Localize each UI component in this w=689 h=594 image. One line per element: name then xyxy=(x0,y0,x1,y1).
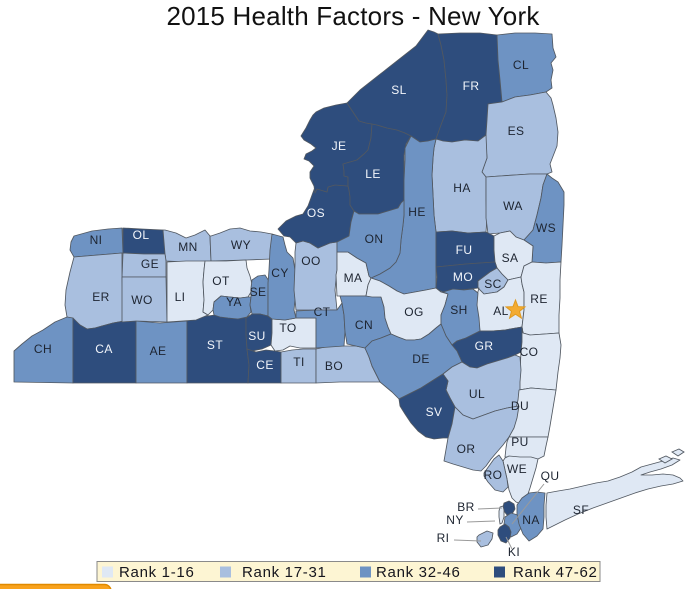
svg-text:RE: RE xyxy=(530,292,547,306)
svg-text:CY: CY xyxy=(271,266,288,280)
svg-text:DE: DE xyxy=(412,352,429,366)
svg-text:CN: CN xyxy=(355,318,373,332)
svg-text:ES: ES xyxy=(508,124,525,138)
svg-text:NI: NI xyxy=(90,233,103,247)
svg-text:CT: CT xyxy=(314,305,331,319)
svg-text:DU: DU xyxy=(511,399,529,413)
svg-text:CL: CL xyxy=(513,58,529,72)
svg-text:OT: OT xyxy=(212,274,230,288)
svg-text:Rank 17-31: Rank 17-31 xyxy=(242,564,327,581)
svg-text:GE: GE xyxy=(141,257,159,271)
svg-text:NA: NA xyxy=(522,513,539,527)
svg-text:WS: WS xyxy=(536,221,556,235)
svg-text:SU: SU xyxy=(248,329,265,343)
svg-text:WE: WE xyxy=(507,462,527,476)
svg-text:LI: LI xyxy=(175,290,186,304)
svg-text:HE: HE xyxy=(408,205,425,219)
svg-text:ER: ER xyxy=(92,290,109,304)
svg-text:SH: SH xyxy=(450,303,467,317)
svg-text:CA: CA xyxy=(95,342,112,356)
svg-text:JE: JE xyxy=(332,139,347,153)
svg-text:WO: WO xyxy=(131,293,152,307)
svg-text:HA: HA xyxy=(453,181,470,195)
svg-text:Rank 1-16: Rank 1-16 xyxy=(119,564,195,581)
svg-text:KI: KI xyxy=(508,545,520,559)
svg-text:TI: TI xyxy=(293,355,304,369)
svg-text:BR: BR xyxy=(457,500,474,514)
svg-text:Rank 32-46: Rank 32-46 xyxy=(376,564,461,581)
svg-text:CE: CE xyxy=(256,358,273,372)
svg-text:TO: TO xyxy=(279,321,296,335)
svg-text:OR: OR xyxy=(457,442,476,456)
svg-text:LE: LE xyxy=(365,167,380,181)
svg-text:CH: CH xyxy=(34,342,52,356)
svg-text:WY: WY xyxy=(231,238,251,252)
svg-text:NY: NY xyxy=(446,513,463,527)
svg-text:ST: ST xyxy=(207,338,223,352)
svg-text:RO: RO xyxy=(484,468,503,482)
svg-text:OL: OL xyxy=(133,228,150,242)
svg-text:SV: SV xyxy=(426,405,443,419)
svg-text:MO: MO xyxy=(453,270,473,284)
svg-text:UL: UL xyxy=(469,387,485,401)
svg-text:ON: ON xyxy=(365,232,384,246)
svg-text:WA: WA xyxy=(503,199,523,213)
svg-text:FR: FR xyxy=(463,79,480,93)
svg-text:PU: PU xyxy=(511,435,528,449)
svg-text:AL: AL xyxy=(493,304,508,318)
svg-text:RI: RI xyxy=(437,531,450,545)
svg-text:SF: SF xyxy=(573,503,589,517)
svg-text:YA: YA xyxy=(226,295,242,309)
svg-text:2015 Health Factors - New York: 2015 Health Factors - New York xyxy=(166,1,540,31)
svg-text:OG: OG xyxy=(404,305,423,319)
svg-text:FU: FU xyxy=(456,243,473,257)
svg-text:SC: SC xyxy=(484,277,501,291)
svg-text:BO: BO xyxy=(325,359,343,373)
svg-text:AE: AE xyxy=(150,344,167,358)
svg-text:SL: SL xyxy=(391,83,406,97)
svg-text:OO: OO xyxy=(301,254,320,268)
svg-text:SA: SA xyxy=(502,251,519,265)
svg-text:GR: GR xyxy=(475,339,494,353)
svg-text:SE: SE xyxy=(250,285,267,299)
svg-text:CO: CO xyxy=(520,345,539,359)
svg-text:MA: MA xyxy=(344,271,363,285)
svg-text:Rank 47-62: Rank 47-62 xyxy=(513,564,598,581)
svg-text:OS: OS xyxy=(307,206,325,220)
svg-text:QU: QU xyxy=(541,469,560,483)
svg-text:MN: MN xyxy=(178,240,197,254)
